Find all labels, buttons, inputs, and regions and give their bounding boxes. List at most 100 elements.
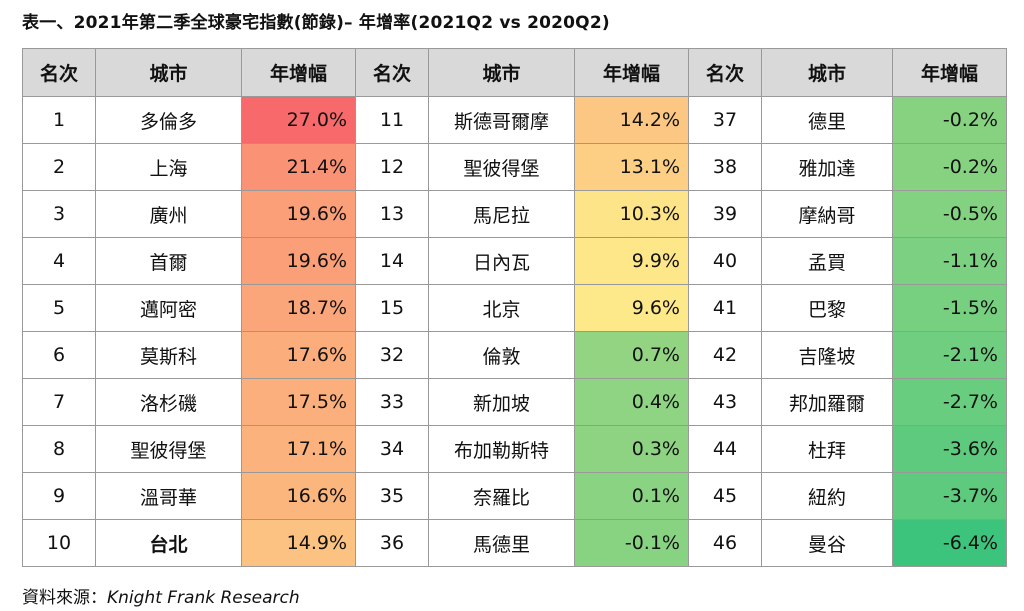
rank-cell: 40 [688,237,762,285]
table-row: 9 溫哥華 16.6% 35 奈羅比 0.1% 45 紐約 -3.7% [22,472,1007,520]
luxury-index-table: 名次 城市 年增幅 名次 城市 年增幅 名次 城市 年增幅 1 多倫多 27.0% 1… [22,48,1007,567]
table-row: 4 首爾 19.6% 14 日內瓦 9.9% 40 孟買 -1.1% [22,237,1007,285]
city-cell: 聖彼得堡 [428,143,575,191]
growth-cell: 19.6% [241,237,356,285]
rank-cell: 33 [355,378,429,426]
rank-cell: 14 [355,237,429,285]
rank-cell: 35 [355,472,429,520]
city-cell: 多倫多 [95,96,242,144]
source-note: 資料來源：Knight Frank Research [22,583,300,608]
header-row: 名次 城市 年增幅 名次 城市 年增幅 名次 城市 年增幅 [22,48,1007,97]
header-city: 城市 [428,48,575,97]
city-cell: 北京 [428,284,575,332]
growth-cell: -0.2% [892,96,1007,144]
source-label: 資料來源： [22,588,107,608]
growth-cell: -0.1% [574,519,689,567]
rank-cell: 39 [688,190,762,238]
table-row: 8 聖彼得堡 17.1% 34 布加勒斯特 0.3% 44 杜拜 -3.6% [22,425,1007,473]
growth-cell: 9.6% [574,284,689,332]
growth-cell: -1.5% [892,284,1007,332]
growth-cell: 0.4% [574,378,689,426]
growth-cell: -1.1% [892,237,1007,285]
growth-cell: 0.1% [574,472,689,520]
table-row: 1 多倫多 27.0% 11 斯德哥爾摩 14.2% 37 德里 -0.2% [22,96,1007,144]
page-title: 表一、2021年第二季全球豪宅指數(節錄)– 年增率(2021Q2 vs 202… [22,13,610,33]
growth-cell: 9.9% [574,237,689,285]
rank-cell: 36 [355,519,429,567]
rank-cell: 41 [688,284,762,332]
city-cell: 雅加達 [761,143,893,191]
rank-cell: 32 [355,331,429,379]
city-cell: 洛杉磯 [95,378,242,426]
growth-cell: 27.0% [241,96,356,144]
city-cell: 莫斯科 [95,331,242,379]
rank-cell: 37 [688,96,762,144]
growth-cell: 13.1% [574,143,689,191]
city-cell: 馬德里 [428,519,575,567]
growth-cell: 16.6% [241,472,356,520]
table-row: 3 廣州 19.6% 13 馬尼拉 10.3% 39 摩納哥 -0.5% [22,190,1007,238]
city-cell: 摩納哥 [761,190,893,238]
city-cell: 邦加羅爾 [761,378,893,426]
city-cell: 首爾 [95,237,242,285]
city-cell: 孟買 [761,237,893,285]
city-cell: 紐約 [761,472,893,520]
rank-cell: 7 [22,378,96,426]
city-cell: 日內瓦 [428,237,575,285]
header-growth: 年增幅 [892,48,1007,97]
header-growth: 年增幅 [241,48,356,97]
city-cell: 台北 [95,519,242,567]
city-cell: 邁阿密 [95,284,242,332]
city-cell: 倫敦 [428,331,575,379]
city-cell: 上海 [95,143,242,191]
growth-cell: -3.6% [892,425,1007,473]
table-row: 6 莫斯科 17.6% 32 倫敦 0.7% 42 吉隆坡 -2.1% [22,331,1007,379]
rank-cell: 6 [22,331,96,379]
city-cell: 布加勒斯特 [428,425,575,473]
growth-cell: 21.4% [241,143,356,191]
header-city: 城市 [761,48,893,97]
city-cell: 巴黎 [761,284,893,332]
header-rank: 名次 [688,48,762,97]
header-rank: 名次 [355,48,429,97]
growth-cell: 18.7% [241,284,356,332]
source-name: Knight Frank Research [107,588,300,608]
city-cell: 吉隆坡 [761,331,893,379]
city-cell: 聖彼得堡 [95,425,242,473]
table-row: 7 洛杉磯 17.5% 33 新加坡 0.4% 43 邦加羅爾 -2.7% [22,378,1007,426]
rank-cell: 1 [22,96,96,144]
rank-cell: 4 [22,237,96,285]
table-row: 2 上海 21.4% 12 聖彼得堡 13.1% 38 雅加達 -0.2% [22,143,1007,191]
city-cell: 馬尼拉 [428,190,575,238]
rank-cell: 8 [22,425,96,473]
growth-cell: 0.3% [574,425,689,473]
growth-cell: 14.2% [574,96,689,144]
rank-cell: 10 [22,519,96,567]
growth-cell: -0.2% [892,143,1007,191]
city-cell: 德里 [761,96,893,144]
rank-cell: 2 [22,143,96,191]
growth-cell: 14.9% [241,519,356,567]
rank-cell: 38 [688,143,762,191]
city-cell: 廣州 [95,190,242,238]
table-row: 10 台北 14.9% 36 馬德里 -0.1% 46 曼谷 -6.4% [22,519,1007,567]
rank-cell: 12 [355,143,429,191]
table-body: 1 多倫多 27.0% 11 斯德哥爾摩 14.2% 37 德里 -0.2% 2 上海 21.4% 12… [22,96,1007,567]
growth-cell: 17.6% [241,331,356,379]
rank-cell: 43 [688,378,762,426]
rank-cell: 46 [688,519,762,567]
growth-cell: 17.1% [241,425,356,473]
growth-cell: 10.3% [574,190,689,238]
rank-cell: 3 [22,190,96,238]
rank-cell: 9 [22,472,96,520]
table-row: 5 邁阿密 18.7% 15 北京 9.6% 41 巴黎 -1.5% [22,284,1007,332]
city-cell: 斯德哥爾摩 [428,96,575,144]
city-cell: 奈羅比 [428,472,575,520]
rank-cell: 34 [355,425,429,473]
rank-cell: 15 [355,284,429,332]
growth-cell: 17.5% [241,378,356,426]
growth-cell: -6.4% [892,519,1007,567]
rank-cell: 42 [688,331,762,379]
rank-cell: 45 [688,472,762,520]
city-cell: 溫哥華 [95,472,242,520]
